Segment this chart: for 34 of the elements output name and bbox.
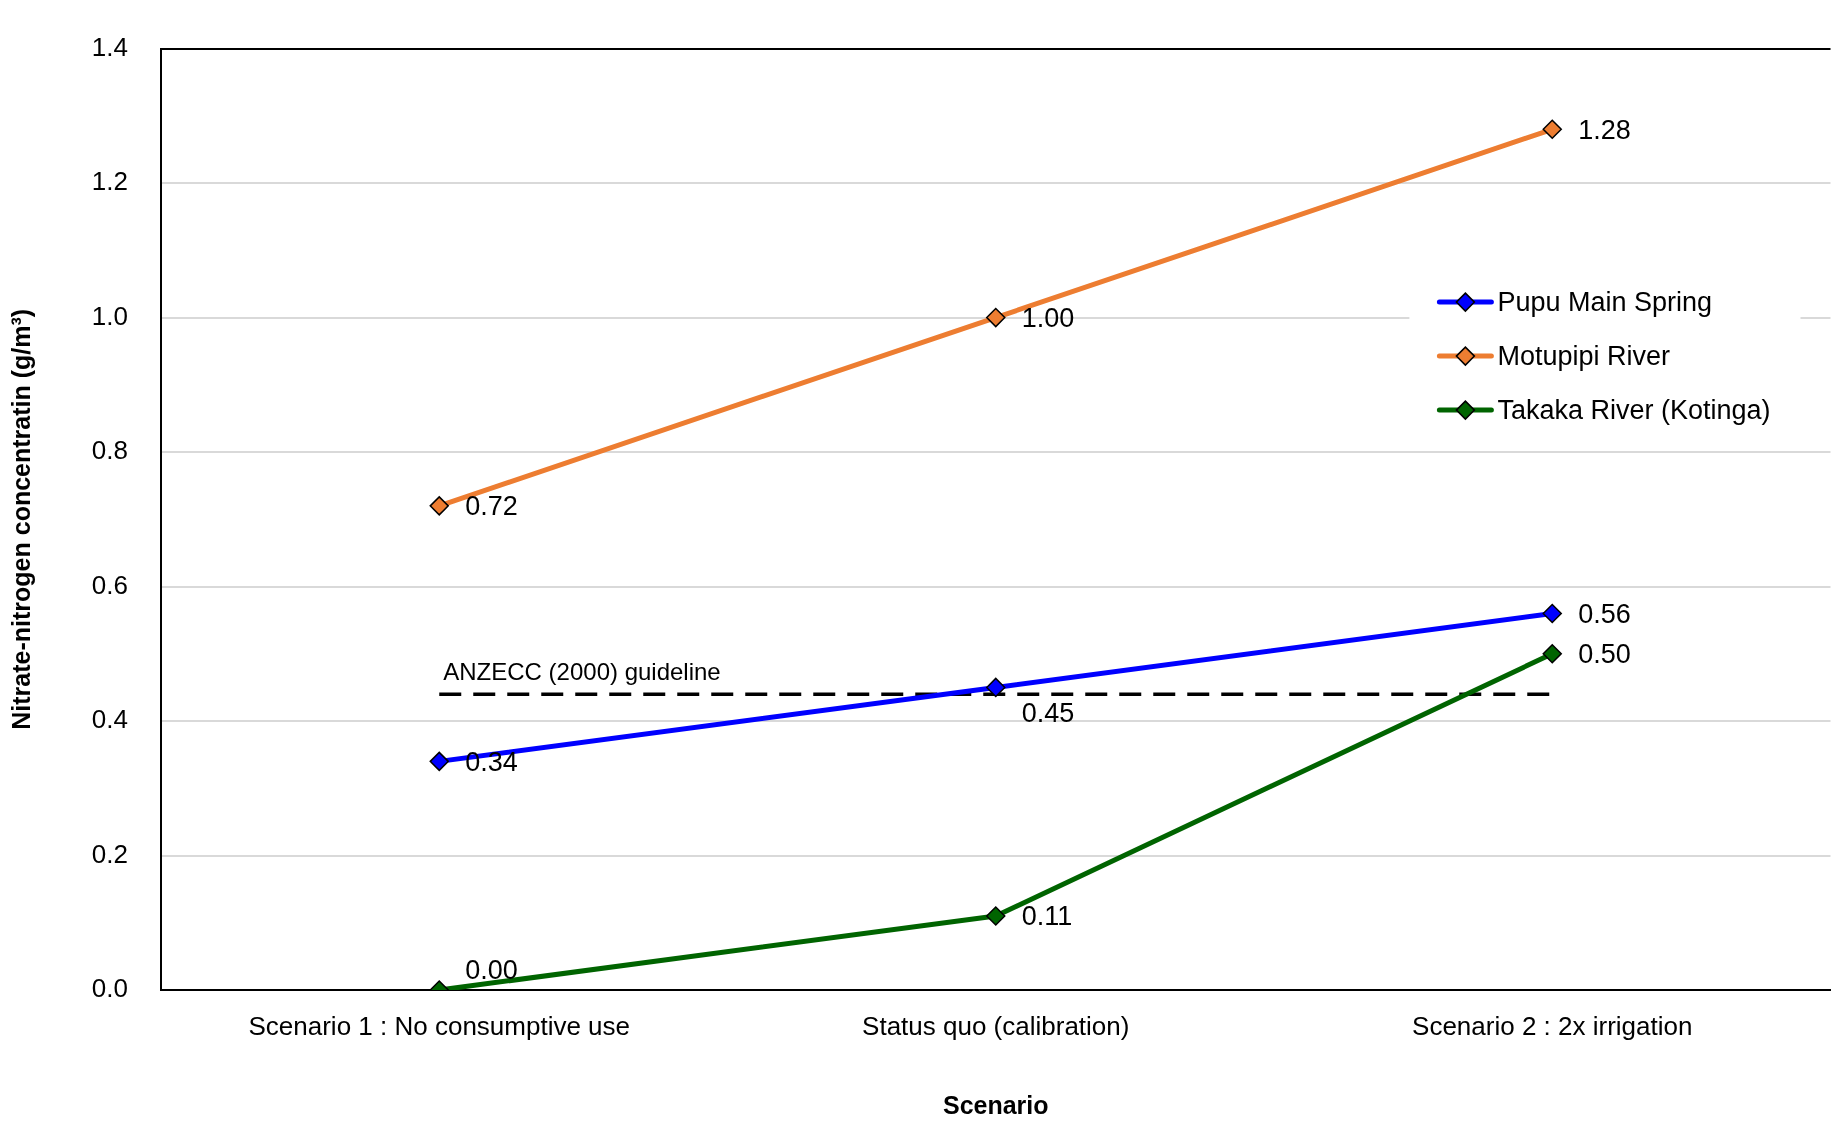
data-label: 1.28	[1578, 114, 1631, 145]
point	[1542, 119, 1562, 140]
x-tick-label: Scenario 2 : 2x irrigation	[1412, 1010, 1693, 1041]
point	[986, 307, 1006, 328]
x-tick-label: Scenario 1 : No consumptive use	[248, 1010, 631, 1041]
data-label: 1.00	[1021, 303, 1075, 334]
data-label: 0.45	[1021, 697, 1075, 728]
y-tick-label: 0.2	[91, 838, 128, 869]
point	[429, 496, 449, 516]
y-tick-label: 0.8	[91, 435, 128, 466]
y-tick-label: 1.4	[91, 31, 128, 62]
y-tick-label: 0.0	[91, 973, 128, 1004]
y-tick-label: 0.4	[91, 704, 128, 735]
x-axis-title: Scenario	[942, 1090, 1049, 1119]
point	[986, 906, 1006, 926]
y-tick-label: 0.6	[91, 569, 128, 600]
data-label: 0.34	[465, 746, 518, 777]
y-tick-label: 1.0	[91, 300, 128, 331]
data-label: 0.50	[1578, 639, 1631, 670]
y-tick-label: 1.2	[91, 166, 128, 197]
data-label: 0.72	[465, 491, 518, 522]
y-axis-title: Nitrate-nitrogen concentratin (g/m³)	[6, 308, 35, 730]
legend-label: Takaka River (Kotinga)	[1497, 394, 1771, 425]
x-tick-label: Status quo (calibration)	[862, 1010, 1130, 1041]
ref-line-label: ANZECC (2000) guideline	[443, 658, 721, 686]
data-label: 0.11	[1021, 901, 1073, 932]
legend-label: Pupu Main Spring	[1497, 286, 1713, 317]
point	[986, 677, 1006, 698]
legend-label: Motupipi River	[1497, 340, 1670, 371]
point	[1542, 603, 1562, 624]
point	[1542, 644, 1562, 664]
data-label: 0.00	[465, 955, 518, 986]
point	[429, 751, 449, 772]
data-label: 0.56	[1578, 598, 1631, 629]
